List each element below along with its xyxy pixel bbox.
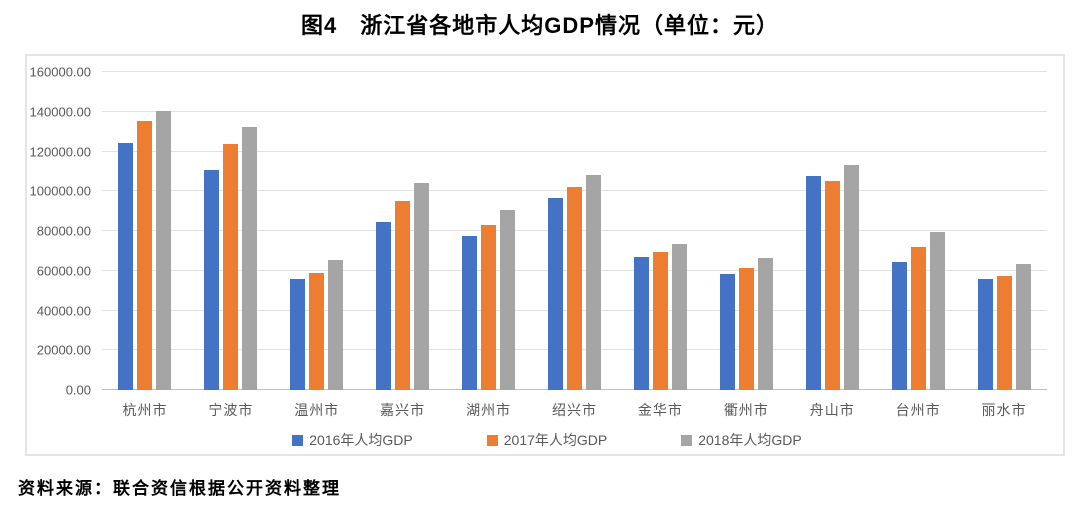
bar-group	[875, 72, 961, 390]
source-note: 资料来源：联合资信根据公开资料整理	[18, 479, 341, 498]
bar	[137, 120, 153, 390]
x-axis-label: 衢州市	[723, 402, 769, 418]
chart-title: 图4 浙江省各地市人均GDP情况（单位：元）	[301, 13, 779, 38]
y-axis: 160000.00 140000.00 120000.00 100000.00 8000…	[27, 65, 97, 398]
x-axis-label: 杭州市	[122, 402, 168, 418]
x-axis-label: 舟山市	[809, 402, 855, 418]
bar	[891, 261, 907, 390]
plot-area	[102, 71, 1047, 390]
bar-group	[961, 72, 1047, 390]
gridline	[102, 71, 1047, 72]
bar-group	[274, 72, 360, 390]
bar	[910, 246, 926, 390]
bar	[652, 251, 668, 390]
y-axis-tick-label: 140000.00	[29, 104, 91, 120]
bar	[204, 170, 220, 390]
bar	[547, 198, 563, 390]
y-axis-tick-label: 100000.00	[29, 183, 91, 199]
bar	[843, 165, 859, 390]
bar	[719, 273, 735, 390]
bar	[805, 176, 821, 390]
x-axis-label: 宁波市	[208, 402, 254, 418]
x-axis-label: 绍兴市	[551, 402, 597, 418]
legend: 2016年人均GDP 2017年人均GDP 2018年人均GDP	[27, 430, 1067, 450]
bar	[757, 257, 773, 390]
gridline	[102, 110, 1047, 112]
legend-item: 2017年人均GDP	[486, 430, 608, 450]
bar	[633, 256, 649, 390]
legend-label: 2016年人均GDP	[309, 432, 413, 448]
legend-marker-icon	[292, 434, 304, 446]
bar	[1015, 263, 1031, 390]
legend-item: 2016年人均GDP	[292, 430, 413, 450]
y-axis-tick-label: 0.00	[65, 382, 91, 398]
bar	[118, 142, 134, 390]
chart-area: 160000.00 140000.00 120000.00 100000.00 8000…	[25, 54, 1065, 456]
x-axis-label: 金华市	[637, 402, 683, 418]
bar	[290, 278, 306, 390]
x-axis-label: 嘉兴市	[380, 402, 426, 418]
gridline	[102, 150, 1047, 152]
y-axis-tick-label: 60000.00	[36, 263, 91, 279]
bar	[824, 181, 840, 390]
x-axis-label: 湖州市	[466, 402, 512, 418]
bar-group	[617, 72, 703, 390]
bar	[328, 259, 344, 390]
bar	[671, 243, 687, 390]
bar	[309, 272, 325, 390]
legend-label: 2017年人均GDP	[503, 432, 608, 448]
bar	[996, 275, 1012, 390]
bar	[566, 187, 582, 390]
bar	[977, 278, 993, 390]
bar-group	[360, 72, 446, 390]
bar	[156, 110, 172, 390]
bar	[414, 183, 430, 390]
x-axis: 杭州市 宁波市 温州市 嘉兴市 湖州市 绍兴市 金华市 衢州市 舟山市 台州市 丽水市	[102, 400, 1047, 422]
bar	[585, 175, 601, 390]
bar-group	[532, 72, 618, 390]
bar	[481, 225, 497, 390]
bar	[929, 232, 945, 390]
legend-marker-icon	[681, 434, 693, 446]
y-axis-tick-label: 40000.00	[36, 303, 91, 318]
y-axis-tick-label: 80000.00	[36, 223, 91, 239]
y-axis-tick-label: 160000.00	[29, 64, 91, 80]
bar	[242, 126, 258, 390]
y-axis-tick-label: 120000.00	[29, 144, 91, 159]
bar-group	[102, 72, 188, 390]
bar	[738, 267, 754, 390]
bar	[376, 222, 392, 390]
bar	[462, 235, 478, 390]
legend-item: 2018年人均GDP	[681, 430, 802, 450]
x-axis-label: 丽水市	[981, 402, 1027, 418]
bar-group	[703, 72, 789, 390]
y-axis-tick-label: 20000.00	[36, 342, 91, 358]
bar-group	[789, 72, 875, 390]
x-axis-label: 温州市	[294, 402, 340, 418]
legend-label: 2018年人均GDP	[698, 432, 802, 448]
bar	[395, 201, 411, 390]
x-axis-label: 台州市	[895, 402, 941, 418]
bar-group	[446, 72, 532, 390]
legend-marker-icon	[486, 434, 498, 446]
bar	[223, 143, 239, 390]
bar	[500, 210, 516, 390]
bar-group	[188, 72, 274, 390]
